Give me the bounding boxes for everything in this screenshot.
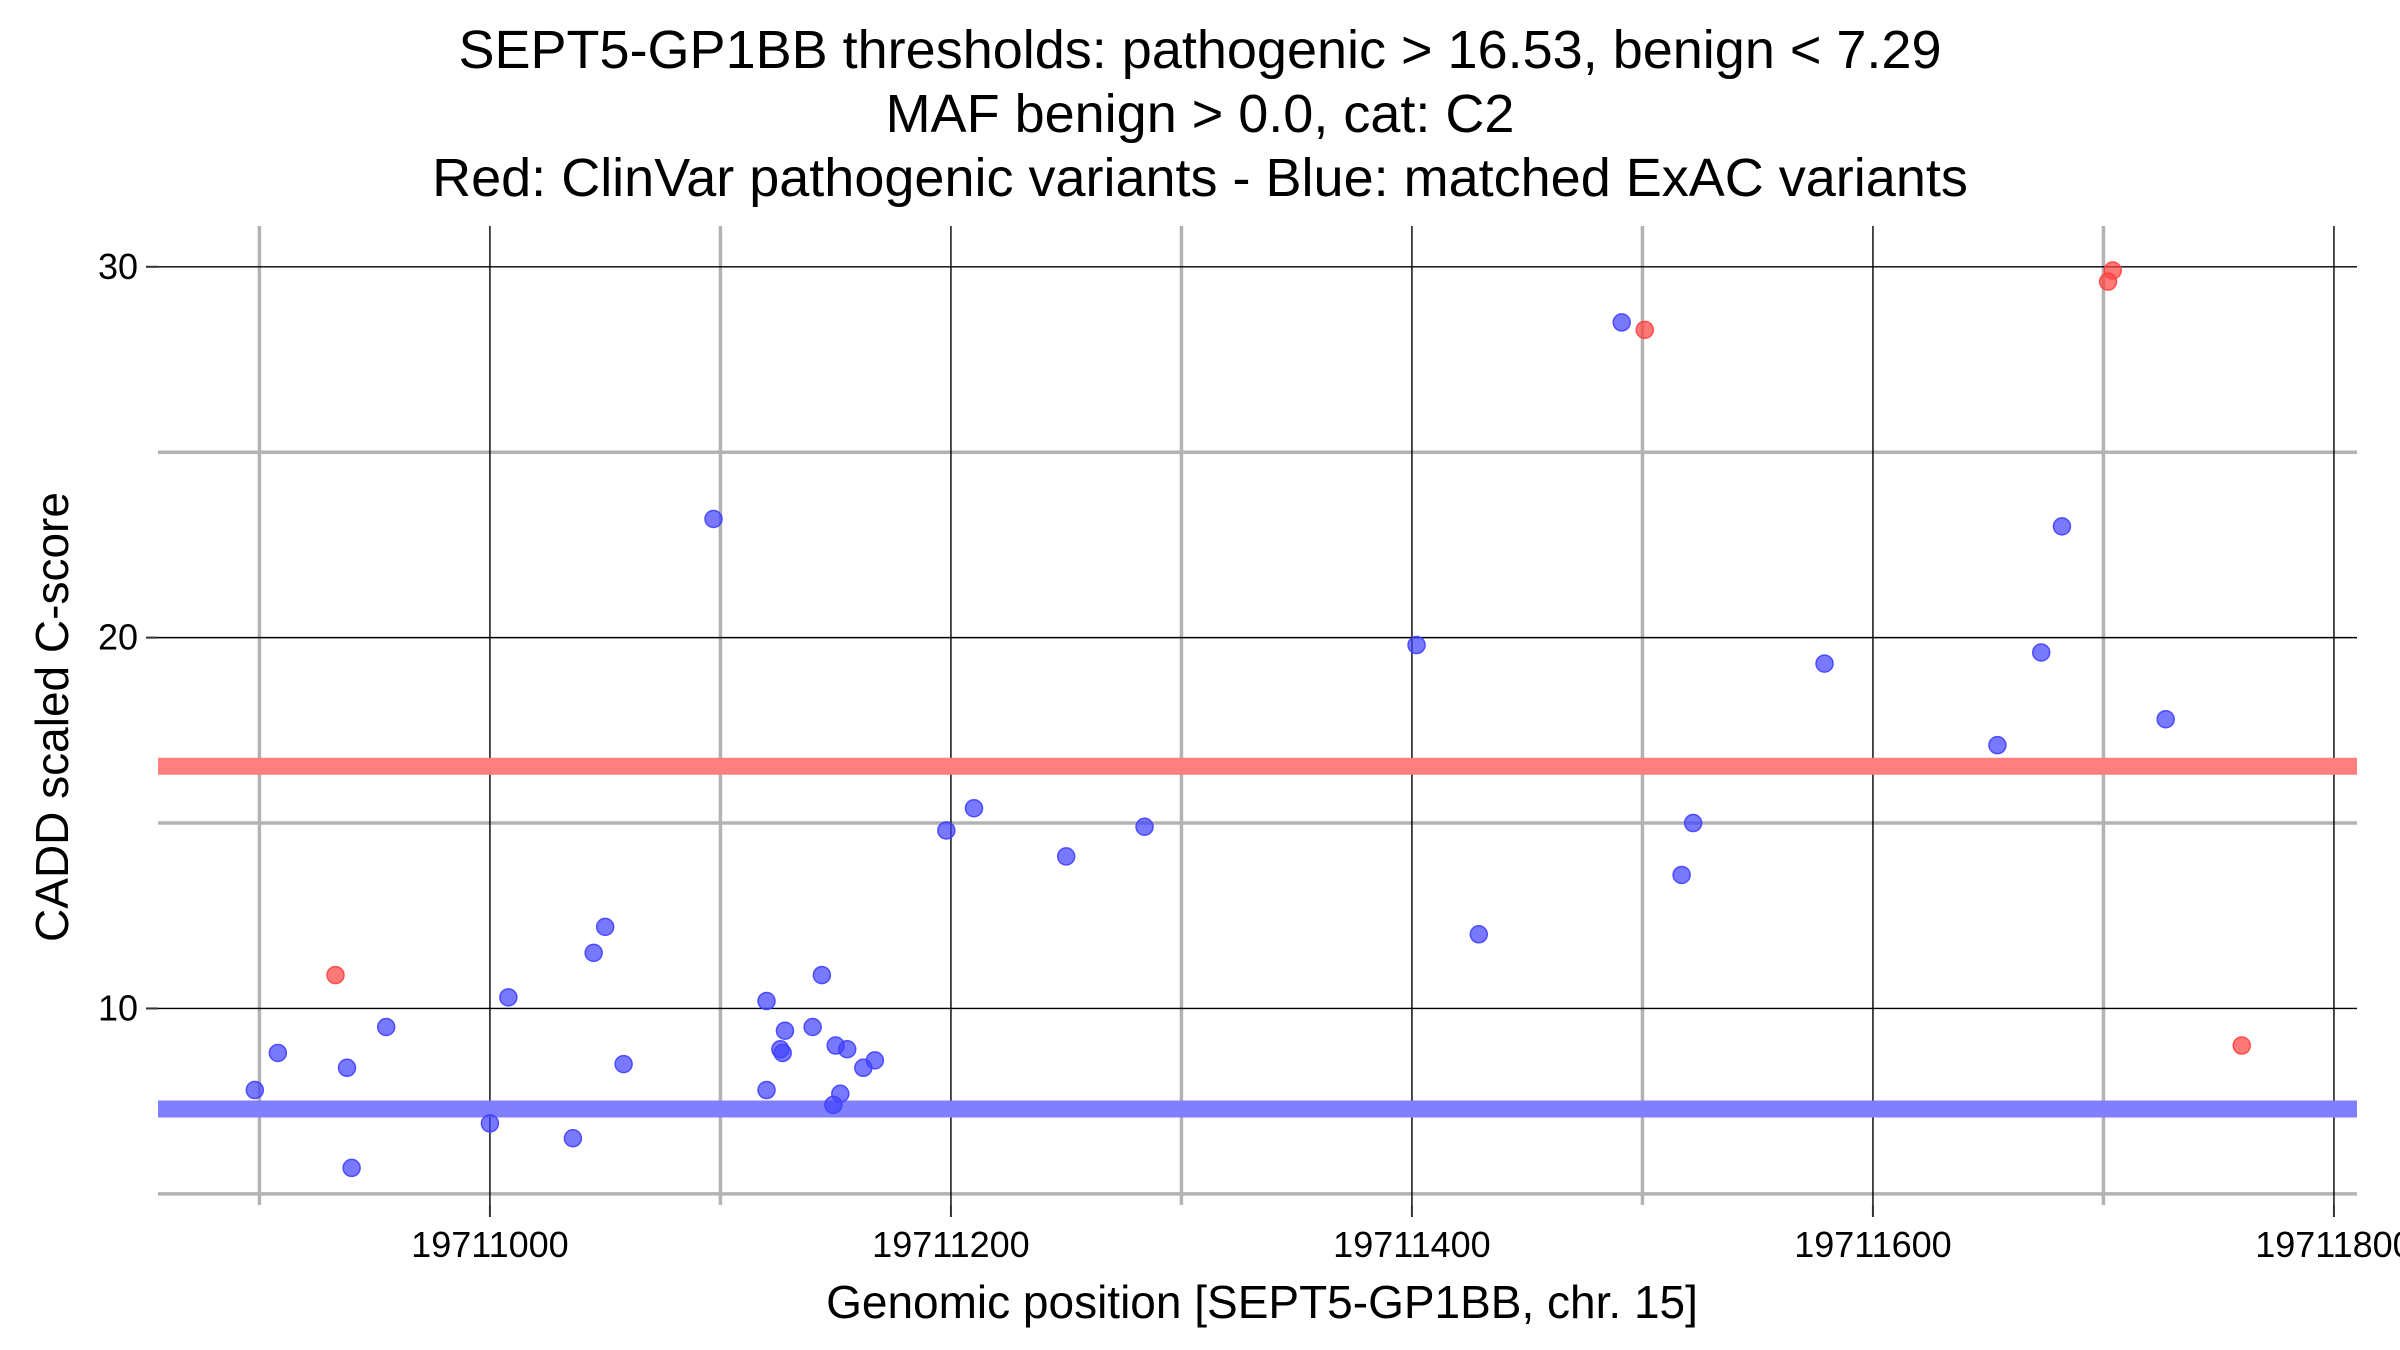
exac-variant-point (831, 1084, 850, 1103)
y-tick-label: 20 (98, 617, 138, 658)
minor-gridlines (158, 226, 2357, 1205)
exac-variant-point (1683, 813, 1703, 833)
clinvar-pathogenic-point (1635, 320, 1654, 340)
y-axis-title: CADD scaled C-score (26, 492, 78, 942)
exac-variant-point (704, 509, 723, 529)
exac-variant-point (1612, 313, 1631, 332)
x-tick-label: 19711800 (2255, 1224, 2400, 1265)
exac-variant-point (865, 1051, 885, 1070)
exac-variant-point (563, 1129, 583, 1148)
exac-variant-point (245, 1080, 265, 1100)
x-tick-label: 19711000 (411, 1224, 569, 1265)
exac-variant-point (773, 1043, 792, 1063)
major-gridlines (158, 226, 2357, 1205)
exac-variant-point (2052, 517, 2072, 536)
exac-variant-point (480, 1114, 500, 1133)
exac-variant-point (757, 1080, 776, 1100)
exac-variant-point (775, 1021, 795, 1040)
x-axis-title: Genomic position [SEPT5-GP1BB, chr. 15] (826, 1276, 1698, 1328)
exac-variant-point (1135, 817, 1154, 836)
clinvar-pathogenic-point (2232, 1036, 2251, 1055)
exac-variant-point (342, 1158, 361, 1178)
exac-variant-point (1672, 865, 1691, 885)
exac-variant-point (268, 1043, 288, 1063)
exac-variant-point (2156, 709, 2175, 729)
exac-variant-point (499, 988, 518, 1007)
chart-title: SEPT5-GP1BB thresholds: pathogenic > 16.… (432, 20, 1968, 208)
exac-variant-point (803, 1017, 822, 1037)
exac-variant-point (376, 1017, 396, 1037)
y-tick-label: 30 (98, 246, 138, 287)
exac-variant-point (837, 1040, 857, 1059)
exac-variant-point (937, 821, 956, 840)
x-tick-label: 19711200 (872, 1224, 1030, 1265)
exac-variant-point (337, 1058, 357, 1078)
x-tick-label: 19711600 (1794, 1224, 1952, 1265)
y-tick-labels: 10 20 30 (98, 246, 138, 1029)
exac-variant-point (2031, 643, 2051, 662)
exac-variant-point (1056, 847, 1076, 866)
x-tick-label: 19711400 (1333, 1224, 1491, 1265)
data-points (245, 261, 2251, 1178)
clinvar-pathogenic-point (2103, 261, 2122, 280)
exac-variant-point (1407, 635, 1426, 655)
axis-ticks (146, 265, 2335, 1217)
title-line-1: SEPT5-GP1BB thresholds: pathogenic > 16.… (459, 20, 1942, 80)
exac-variant-point (964, 798, 984, 818)
x-tick-labels: 19711000 19711200 19711400 19711600 19711800 (411, 1224, 2400, 1265)
exac-variant-point (1988, 735, 2007, 755)
title-line-3: Red: ClinVar pathogenic variants - Blue:… (432, 148, 1968, 208)
exac-variant-point (614, 1054, 633, 1074)
y-tick-label: 10 (98, 987, 138, 1028)
exac-variant-point (595, 917, 615, 937)
exac-variant-point (1815, 654, 1834, 673)
threshold-lines (158, 757, 2357, 1118)
exac-variant-point (812, 965, 832, 985)
title-line-2: MAF benign > 0.0, cat: C2 (886, 84, 1515, 144)
exac-variant-point (584, 943, 603, 963)
clinvar-pathogenic-point (326, 965, 345, 985)
exac-variant-point (757, 991, 776, 1011)
exac-variant-point (1469, 925, 1489, 944)
